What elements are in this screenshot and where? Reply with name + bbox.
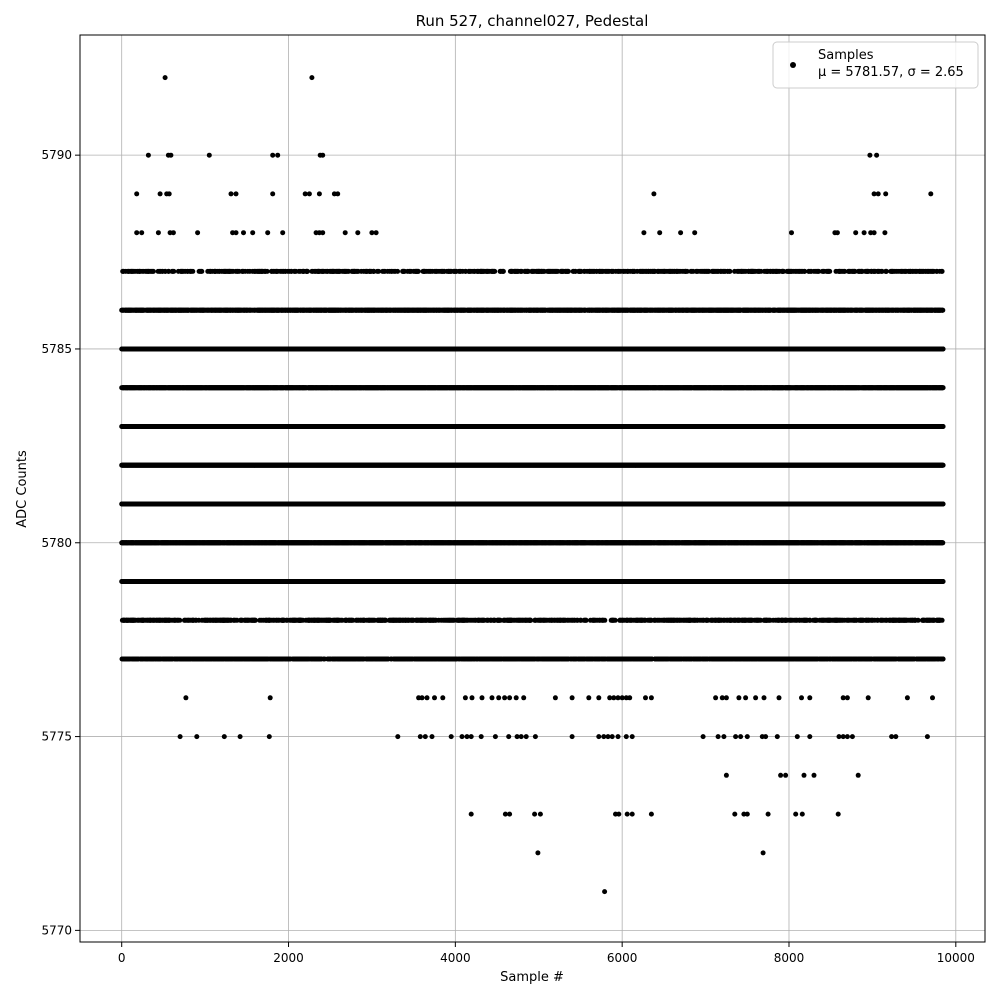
data-point	[941, 579, 946, 584]
data-point	[940, 618, 945, 623]
data-point	[177, 618, 182, 623]
data-point	[916, 618, 921, 623]
data-point	[613, 618, 618, 623]
data-point	[941, 657, 946, 662]
data-point	[253, 618, 258, 623]
data-point	[584, 618, 589, 623]
data-point	[602, 618, 607, 623]
